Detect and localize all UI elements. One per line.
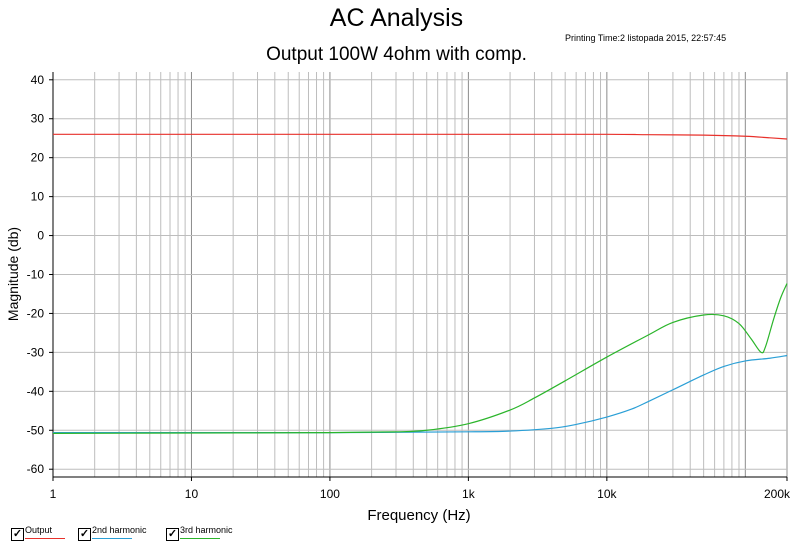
y-tick-label: 0 [37, 229, 44, 243]
legend-swatch-3rd-harmonic [180, 538, 220, 539]
series-lines [52, 133, 788, 434]
series-line-2nd-harmonic [53, 354, 788, 434]
y-axis-label: Magnitude (db) [5, 227, 21, 321]
x-tick-label: 1k [462, 487, 476, 501]
grid [52, 72, 788, 477]
y-tick-label: -20 [27, 306, 45, 320]
x-tick-label: 10k [597, 487, 617, 501]
y-tick-label: -10 [27, 268, 45, 282]
checkbox-3rd-harmonic[interactable]: ✓ [166, 528, 179, 541]
series-line-output [52, 133, 788, 140]
y-tick-label: -30 [27, 345, 45, 359]
x-tick-label: 10 [185, 487, 199, 501]
y-tick-label: -60 [27, 462, 45, 476]
checkbox-output[interactable]: ✓ [11, 528, 24, 541]
series-line-3rd-harmonic [52, 283, 788, 434]
y-tick-label: 20 [31, 151, 45, 165]
x-tick-label: 100 [320, 487, 340, 501]
y-tick-label: 40 [31, 73, 45, 87]
printing-time: Printing Time:2 listopada 2015, 22:57:45 [565, 33, 727, 43]
y-tick-label: -40 [27, 384, 45, 398]
y-axis: 40 30 20 10 0 -10 -20 -30 -40 -50 -60 [27, 72, 54, 477]
checkbox-2nd-harmonic[interactable]: ✓ [78, 528, 91, 541]
y-tick-label: 30 [31, 112, 45, 126]
y-tick-label: 10 [31, 190, 45, 204]
legend-label-3rd-harmonic: 3rd harmonic [180, 525, 233, 535]
legend-label-output: Output [25, 525, 53, 535]
chart-title: AC Analysis [329, 4, 464, 32]
chart-subtitle: Output 100W 4ohm with comp. [266, 44, 527, 65]
legend-swatch-output [25, 538, 65, 539]
x-axis: 1 10 100 1k 10k 200k [50, 476, 791, 501]
x-tick-label: 200k [764, 487, 791, 501]
x-axis-label: Frequency (Hz) [367, 507, 470, 524]
legend-label-2nd-harmonic: 2nd harmonic [92, 525, 147, 535]
y-tick-label: -50 [27, 423, 45, 437]
legend-swatch-2nd-harmonic [92, 538, 132, 539]
x-tick-label: 1 [50, 487, 57, 501]
